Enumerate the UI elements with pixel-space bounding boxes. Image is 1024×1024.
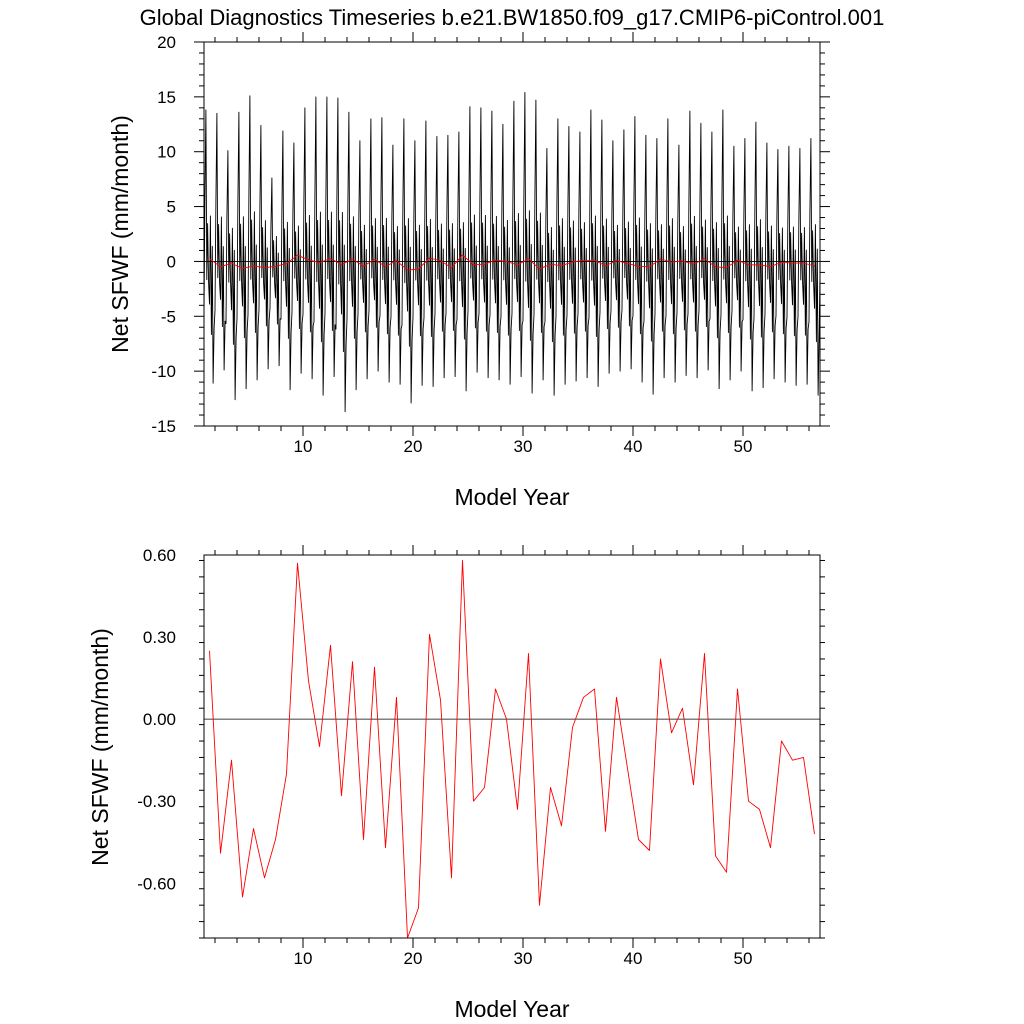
top-plot-area: [203, 92, 821, 413]
top-y-axis-title: Net SFWF (mm/month): [107, 115, 133, 353]
bottom-y-tick-label: 0.60: [143, 546, 176, 565]
bottom-y-tick-label: 0.30: [143, 628, 176, 647]
bottom-x-tick-label: 50: [734, 949, 753, 968]
top-y-tick-label: -10: [151, 362, 176, 381]
top-x-tick-label: 40: [624, 437, 643, 456]
bottom-tick-labels: 10 20 30 40 50 -0.60 -0.30 0.00 0.30 0.60: [137, 546, 752, 968]
top-x-tick-label: 50: [734, 437, 753, 456]
bottom-ticks: [199, 545, 825, 948]
bottom-x-tick-label: 30: [514, 949, 533, 968]
top-panel: 10 20 30 40 50 -15 -10 -5 0 5 10 15 20 Model Year Ne…: [107, 32, 830, 510]
top-y-tick-label: 20: [157, 33, 176, 52]
bottom-panel: 10 20 30 40 50 -0.60 -0.30 0.00 0.30 0.60 Model Y…: [87, 545, 825, 1022]
top-plot-frame: [203, 41, 821, 427]
bottom-series-annual-mean: [209, 560, 815, 939]
top-series-annual-mean: [209, 254, 815, 271]
top-y-tick-label: -5: [161, 307, 176, 326]
bottom-y-axis-title: Net SFWF (mm/month): [87, 628, 113, 866]
bottom-y-tick-label: -0.30: [137, 792, 176, 811]
top-y-tick-label: -15: [151, 417, 176, 436]
top-x-axis-title: Model Year: [454, 484, 569, 510]
bottom-plot-area: [204, 560, 820, 939]
top-y-tick-label: 10: [157, 143, 176, 162]
bottom-x-tick-label: 40: [624, 949, 643, 968]
top-x-tick-label: 30: [514, 437, 533, 456]
top-tick-labels: 10 20 30 40 50 -15 -10 -5 0 5 10 15 20: [151, 33, 752, 456]
top-y-tick-label: 5: [167, 198, 176, 217]
top-series-monthly: [203, 92, 821, 413]
bottom-x-tick-label: 10: [294, 949, 313, 968]
top-x-tick-label: 20: [404, 437, 423, 456]
bottom-y-tick-label: -0.60: [137, 874, 176, 893]
top-y-tick-label: 0: [167, 252, 176, 271]
top-x-tick-label: 10: [294, 437, 313, 456]
figure-title: Global Diagnostics Timeseries b.e21.BW18…: [140, 5, 885, 30]
bottom-x-axis-title: Model Year: [454, 996, 569, 1022]
bottom-plot-frame: [203, 554, 821, 939]
top-y-tick-label: 15: [157, 88, 176, 107]
bottom-x-tick-label: 20: [404, 949, 423, 968]
bottom-y-tick-label: 0.00: [143, 710, 176, 729]
top-ticks: [194, 32, 830, 436]
